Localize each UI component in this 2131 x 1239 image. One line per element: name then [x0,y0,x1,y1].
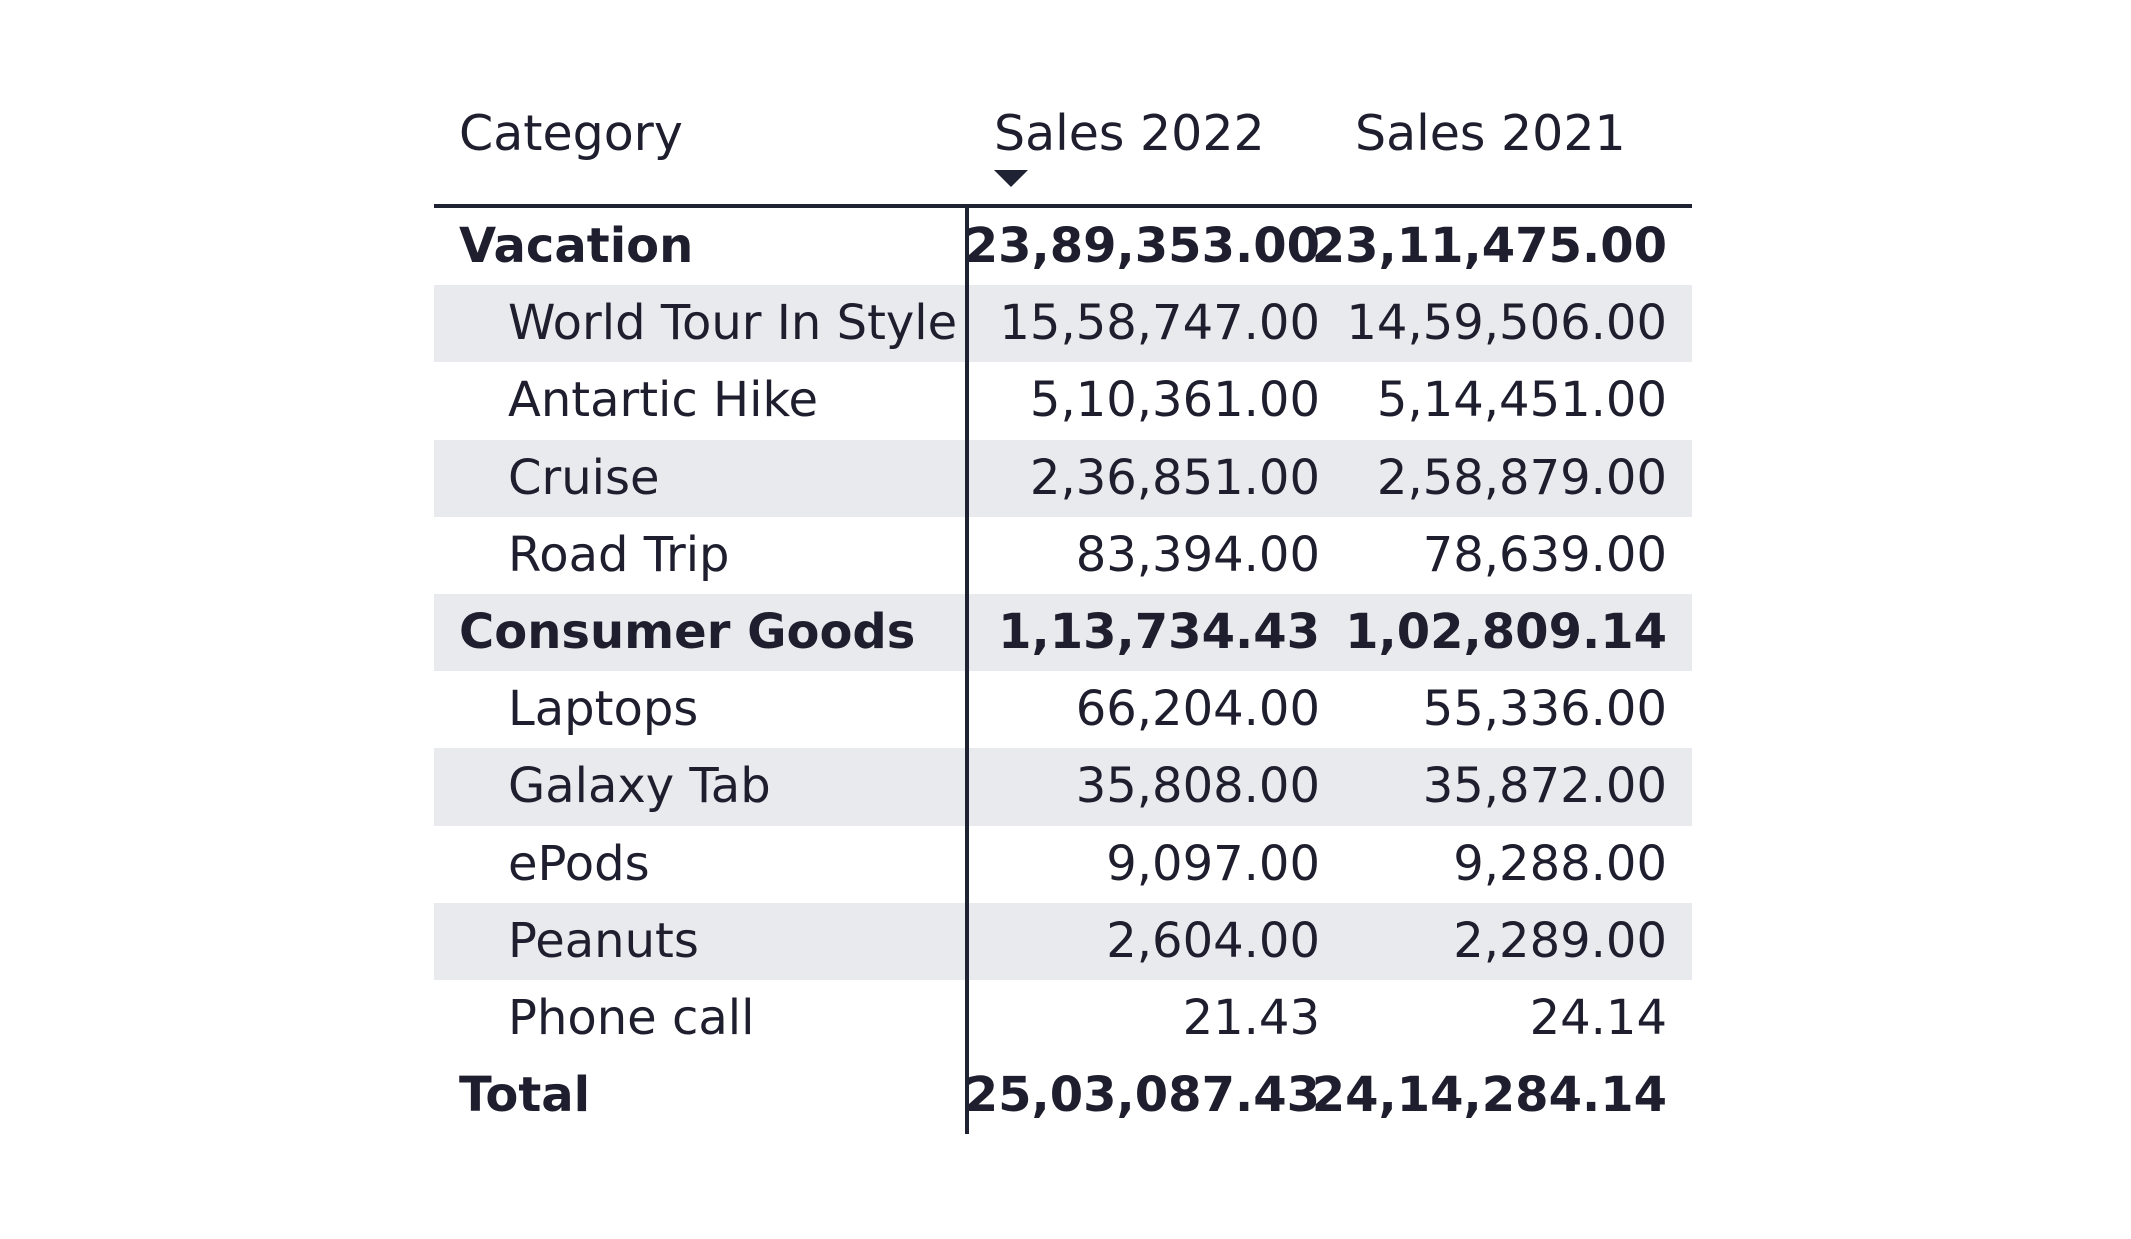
cell-sales-2022: 15,58,747.00 [999,295,1320,352]
table-row[interactable]: Phone call 21.43 24.14 [434,980,1692,1057]
cell-sales-2022: 9,097.00 [1106,835,1320,892]
row-label: ePods [508,835,650,892]
cell-sales-2022: 1,13,734.43 [998,603,1320,660]
cell-sales-2022: 23,89,353.00 [964,218,1320,274]
table-body: Vacation 23,89,353.00 23,11,475.00 World… [434,208,1692,1135]
row-label: World Tour In Style [508,295,958,352]
table-row[interactable]: World Tour In Style 15,58,747.00 14,59,5… [434,285,1692,363]
table-row-group-consumer-goods[interactable]: Consumer Goods 1,13,734.43 1,02,809.14 [434,593,1692,672]
table-row[interactable]: Antartic Hike 5,10,361.00 5,14,451.00 [434,362,1692,439]
sort-descending-icon[interactable] [994,170,1028,187]
table-row[interactable]: ePods 9,097.00 9,288.00 [434,826,1692,903]
row-label: Road Trip [508,526,730,583]
cell-sales-2021: 5,14,451.00 [1376,372,1667,429]
table-row[interactable]: Laptops 66,204.00 55,336.00 [434,671,1692,748]
cell-sales-2022: 2,36,851.00 [1029,449,1320,506]
table-row[interactable]: Galaxy Tab 35,808.00 35,872.00 [434,748,1692,826]
cell-sales-2022: 21.43 [1182,989,1320,1046]
cell-sales-2021: 9,288.00 [1453,835,1667,892]
row-label: Galaxy Tab [508,758,771,815]
table-row[interactable]: Cruise 2,36,851.00 2,58,879.00 [434,439,1692,517]
row-label: Phone call [508,989,755,1046]
cell-sales-2021: 55,336.00 [1422,681,1667,738]
column-header-sales-2021[interactable]: Sales 2021 [1355,105,1626,162]
cell-sales-2021: 2,58,879.00 [1376,449,1667,506]
column-header-sales-2022[interactable]: Sales 2022 [994,105,1265,162]
cell-sales-2021: 2,289.00 [1453,912,1667,969]
row-label: Antartic Hike [508,372,819,429]
cell-sales-2022: 83,394.00 [1075,526,1320,583]
cell-sales-2022: 2,604.00 [1106,912,1320,969]
cell-sales-2022: 35,808.00 [1075,758,1320,815]
row-label: Consumer Goods [459,603,916,660]
table-row-group-vacation[interactable]: Vacation 23,89,353.00 23,11,475.00 [434,208,1692,285]
table-row[interactable]: Road Trip 83,394.00 78,639.00 [434,517,1692,594]
column-divider [965,208,969,1135]
matrix-table: Category Sales 2022 Sales 2021 Vacation … [434,96,1692,1135]
header-row: Category Sales 2022 Sales 2021 [434,96,1692,208]
cell-sales-2021: 35,872.00 [1422,758,1667,815]
cell-sales-2021: 24.14 [1529,989,1667,1046]
column-header-category[interactable]: Category [459,105,683,162]
table-row[interactable]: Peanuts 2,604.00 2,289.00 [434,902,1692,980]
row-label: Laptops [508,681,699,738]
row-label: Peanuts [508,912,699,969]
cell-sales-2021: 23,11,475.00 [1311,218,1667,274]
cell-sales-2021: 1,02,809.14 [1345,603,1667,660]
row-label: Vacation [459,218,694,274]
total-row: Total 25,03,087.43 24,14,284.14 [434,1057,1692,1134]
cell-sales-2021: 78,639.00 [1422,526,1667,583]
total-sales-2021: 24,14,284.14 [1311,1067,1667,1124]
cell-sales-2022: 66,204.00 [1075,681,1320,738]
cell-sales-2021: 14,59,506.00 [1346,295,1667,352]
cell-sales-2022: 5,10,361.00 [1029,372,1320,429]
total-label: Total [459,1067,591,1124]
total-sales-2022: 25,03,087.43 [964,1067,1320,1124]
row-label: Cruise [508,449,660,506]
